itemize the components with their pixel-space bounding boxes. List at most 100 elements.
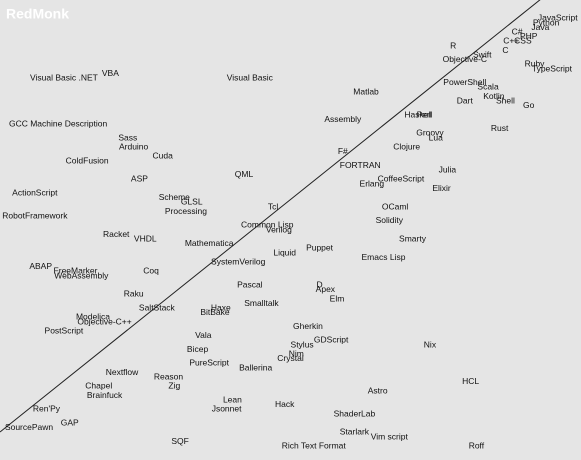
language-label: Java [531,22,549,32]
language-label: Roff [469,440,485,450]
language-label: Scala [477,82,499,92]
language-label: Matlab [353,86,379,96]
language-label: Rust [491,123,509,133]
language-label: Visual Basic [227,72,274,82]
language-label: Raku [124,289,144,299]
language-label: Objective-C++ [77,316,131,326]
brand-logo: RedMonk [6,6,69,22]
language-label: FreeMarker [54,266,98,276]
language-label: SQF [171,436,188,446]
language-label: GLSL [181,197,203,207]
language-label: Assembly [324,114,362,124]
language-label: Go [523,100,535,110]
language-label: Crystal [277,353,304,363]
language-label: Brainfuck [87,390,123,400]
language-label: Nextflow [106,367,139,377]
language-label: Gherkin [293,321,323,331]
language-label: Smarty [399,233,427,243]
language-label: Emacs Lisp [361,252,405,262]
language-label: ActionScript [12,187,58,197]
language-label: Racket [103,229,130,239]
language-label: RobotFramework [2,210,68,220]
language-label: FORTRAN [340,160,381,170]
language-label: PureScript [189,358,229,368]
language-label: Nim [289,348,304,358]
language-label: PowerShell [443,77,486,87]
language-label: Stylus [291,339,314,349]
language-label: Julia [439,164,457,174]
language-label: SaltStack [139,302,176,312]
language-label: F# [338,146,348,156]
language-label: Vala [195,330,212,340]
language-label: Lua [429,132,443,142]
language-label: Objective-C [443,54,487,64]
language-label: Kotlin [483,91,505,101]
language-label: Ruby [525,59,546,69]
language-label: GDScript [314,335,349,345]
language-label: Puppet [306,243,334,253]
language-label: Visual Basic .NET [30,72,98,82]
language-label: C++ [503,36,519,46]
language-label: SystemVerilog [211,256,266,266]
language-label: ASP [131,174,148,184]
language-label: Chapel [85,381,112,391]
language-label: Python [533,17,560,27]
language-label: Verilog [266,224,292,234]
language-label: Sass [118,132,137,142]
language-label: Dart [457,95,474,105]
language-label: QML [235,169,254,179]
language-label: OCaml [382,201,409,211]
language-label: Swift [473,49,492,59]
language-label: R [450,40,456,50]
language-label: Erlang [360,178,385,188]
language-label: BitBake [200,307,230,317]
language-label: Smalltalk [244,298,279,308]
language-label: Astro [368,385,388,395]
language-label: Apex [316,284,336,294]
language-label: Vim script [371,431,409,441]
language-label: CSS [514,36,532,46]
language-label: Bicep [187,344,209,354]
language-label: VBA [102,68,119,78]
language-label: Lean [223,394,242,404]
language-label: Clojure [393,141,420,151]
language-label: JavaScript [538,13,578,23]
language-label: ABAP [29,261,52,271]
language-label: Mathematica [185,238,234,248]
language-label: Starlark [340,427,370,437]
language-label: Rich Text Format [282,440,347,450]
language-label: Solidity [376,215,404,225]
language-label: Coq [143,266,159,276]
language-label: Tcl [268,201,279,211]
language-label: ShaderLab [334,408,376,418]
language-label: CoffeeScript [378,174,425,184]
language-label: Haxe [211,302,231,312]
language-label: SourcePawn [5,422,53,432]
language-label: Common Lisp [241,220,294,230]
language-label: PostScript [45,325,84,335]
language-label: GAP [61,417,79,427]
language-label: Ballerina [239,362,272,372]
language-label: HCL [462,376,479,386]
language-label: C [502,45,508,55]
diagonal-line [0,0,541,433]
language-label: GCC Machine Description [9,118,108,128]
language-label: Arduino [119,141,149,151]
language-label: PHP [520,31,538,41]
language-label: D [316,279,322,289]
language-label: Nix [424,339,437,349]
language-label: Pascal [237,279,263,289]
language-label: Ren'Py [33,404,61,414]
language-label: Haskell [404,109,432,119]
language-label: TypeScript [532,63,573,73]
language-label: Groovy [416,128,444,138]
language-label: Liquid [273,247,296,257]
language-label: Elm [330,293,345,303]
language-label: VHDL [134,233,157,243]
language-label: ColdFusion [66,155,109,165]
language-label: WebAssembly [54,270,109,280]
language-label: Jsonnet [212,404,242,414]
